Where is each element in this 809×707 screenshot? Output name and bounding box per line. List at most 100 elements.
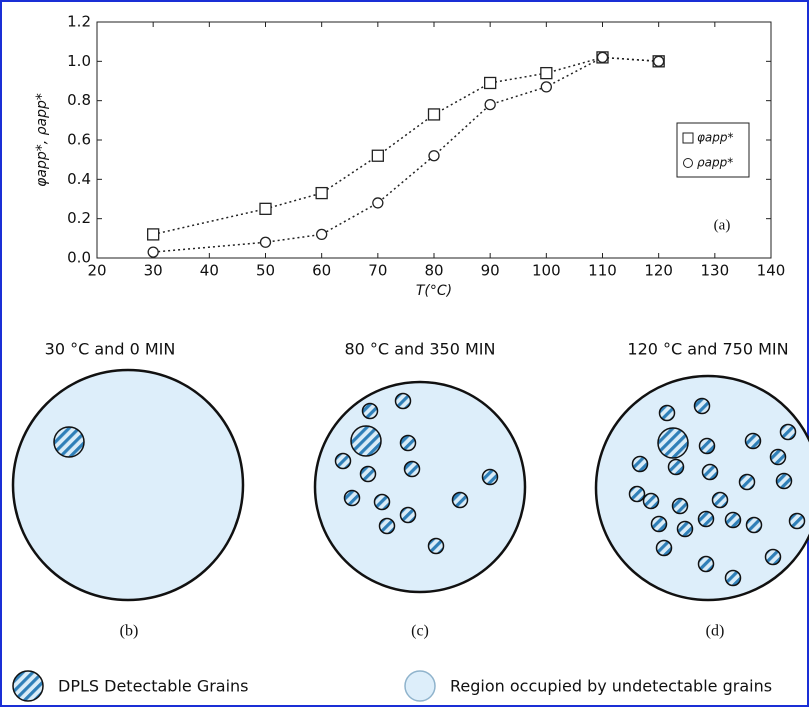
marker	[147, 228, 160, 241]
grain	[769, 448, 787, 466]
grain	[724, 511, 742, 529]
x-tick-label: 50	[256, 262, 275, 280]
grain	[373, 493, 391, 511]
grain	[394, 392, 412, 410]
grain	[744, 432, 762, 450]
grain	[378, 517, 396, 535]
grain	[657, 427, 689, 459]
grain	[361, 402, 379, 420]
panel-title: 80 °C and 350 MIN	[344, 340, 495, 359]
panel-caption: (d)	[706, 623, 725, 640]
x-tick-label: 80	[424, 262, 443, 280]
legend-box	[676, 122, 750, 178]
legend-label: ρapp*	[697, 156, 733, 170]
grain	[451, 491, 469, 509]
grain	[481, 468, 499, 486]
x-tick-label: 30	[144, 262, 163, 280]
marker	[484, 98, 496, 111]
y-tick-label: 1.2	[67, 13, 91, 31]
marker	[371, 149, 384, 162]
grain	[658, 404, 676, 422]
grain	[399, 434, 417, 452]
x-tick-label: 120	[644, 262, 673, 280]
x-tick-label: 140	[757, 262, 786, 280]
grain	[403, 460, 421, 478]
grain	[676, 520, 694, 538]
grain	[650, 515, 668, 533]
marker	[428, 150, 440, 162]
grain	[53, 426, 85, 458]
grain	[711, 491, 729, 509]
plot-frame	[96, 21, 772, 259]
region-circle	[313, 380, 527, 594]
grain	[343, 489, 361, 507]
legend-marker	[682, 132, 694, 144]
marker	[484, 76, 497, 90]
marker	[653, 55, 665, 67]
annotation: (a)	[714, 217, 731, 233]
x-tick-label: 90	[481, 262, 500, 280]
legend-label: φapp*	[697, 131, 734, 145]
panel-caption: (c)	[411, 623, 429, 640]
grain	[334, 452, 352, 470]
x-tick-label: 130	[701, 262, 730, 280]
x-tick-label: 110	[588, 262, 617, 280]
grain	[775, 472, 793, 490]
panel-title: 120 °C and 750 MIN	[627, 340, 788, 359]
y-axis-label: φapp*, ρapp*	[34, 93, 50, 187]
grain	[350, 425, 382, 457]
y-tick-label: 0.2	[67, 209, 91, 227]
grain	[697, 555, 715, 573]
region-circle	[11, 368, 245, 602]
grain	[642, 492, 660, 510]
marker	[540, 66, 553, 80]
grain	[701, 463, 719, 481]
x-tick-label: 20	[87, 262, 106, 280]
y-tick-label: 0.4	[67, 170, 91, 188]
grain	[745, 516, 763, 534]
grain	[655, 539, 673, 557]
marker	[540, 81, 552, 93]
marker	[147, 246, 159, 258]
marker	[427, 108, 441, 121]
panel-caption: (b)	[120, 623, 139, 640]
marker	[596, 51, 609, 64]
legend-text: DPLS Detectable Grains	[58, 677, 249, 696]
grain	[427, 537, 445, 555]
series-line	[153, 56, 659, 236]
grain	[764, 548, 782, 566]
grain	[671, 497, 689, 515]
chart: 20 30 40 50 60 70 80 90 100 110 120 130 140 0.0 0.2 0.4…	[34, 13, 785, 300]
y-tick-label: 1.0	[67, 52, 91, 70]
marker	[315, 186, 328, 200]
grain	[667, 458, 685, 476]
marker	[316, 228, 328, 241]
grain	[399, 506, 417, 524]
grain	[359, 465, 377, 483]
legend-marker	[683, 158, 693, 168]
region-circle	[594, 374, 809, 602]
grain	[631, 455, 649, 473]
grain	[698, 437, 716, 455]
grain	[693, 397, 711, 415]
x-axis-label: T(°C)	[416, 283, 452, 299]
x-tick-label: 60	[312, 262, 331, 280]
grains	[53, 392, 806, 587]
marker	[372, 197, 384, 209]
legend-swatch	[404, 670, 436, 702]
x-tick-label: 40	[200, 262, 219, 280]
y-tick-label: 0.6	[67, 131, 91, 149]
x-tick-label: 70	[368, 262, 387, 280]
grain	[697, 510, 715, 528]
marker	[259, 236, 272, 248]
x-tick-label: 100	[532, 262, 561, 280]
marker	[259, 202, 272, 215]
panel-title: 30 °C and 0 MIN	[45, 340, 176, 359]
grain	[788, 512, 806, 530]
series-line	[153, 56, 659, 253]
legend-text: Region occupied by undetectable grains	[450, 677, 772, 696]
grain	[724, 569, 742, 587]
y-tick-label: 0.8	[67, 91, 91, 109]
